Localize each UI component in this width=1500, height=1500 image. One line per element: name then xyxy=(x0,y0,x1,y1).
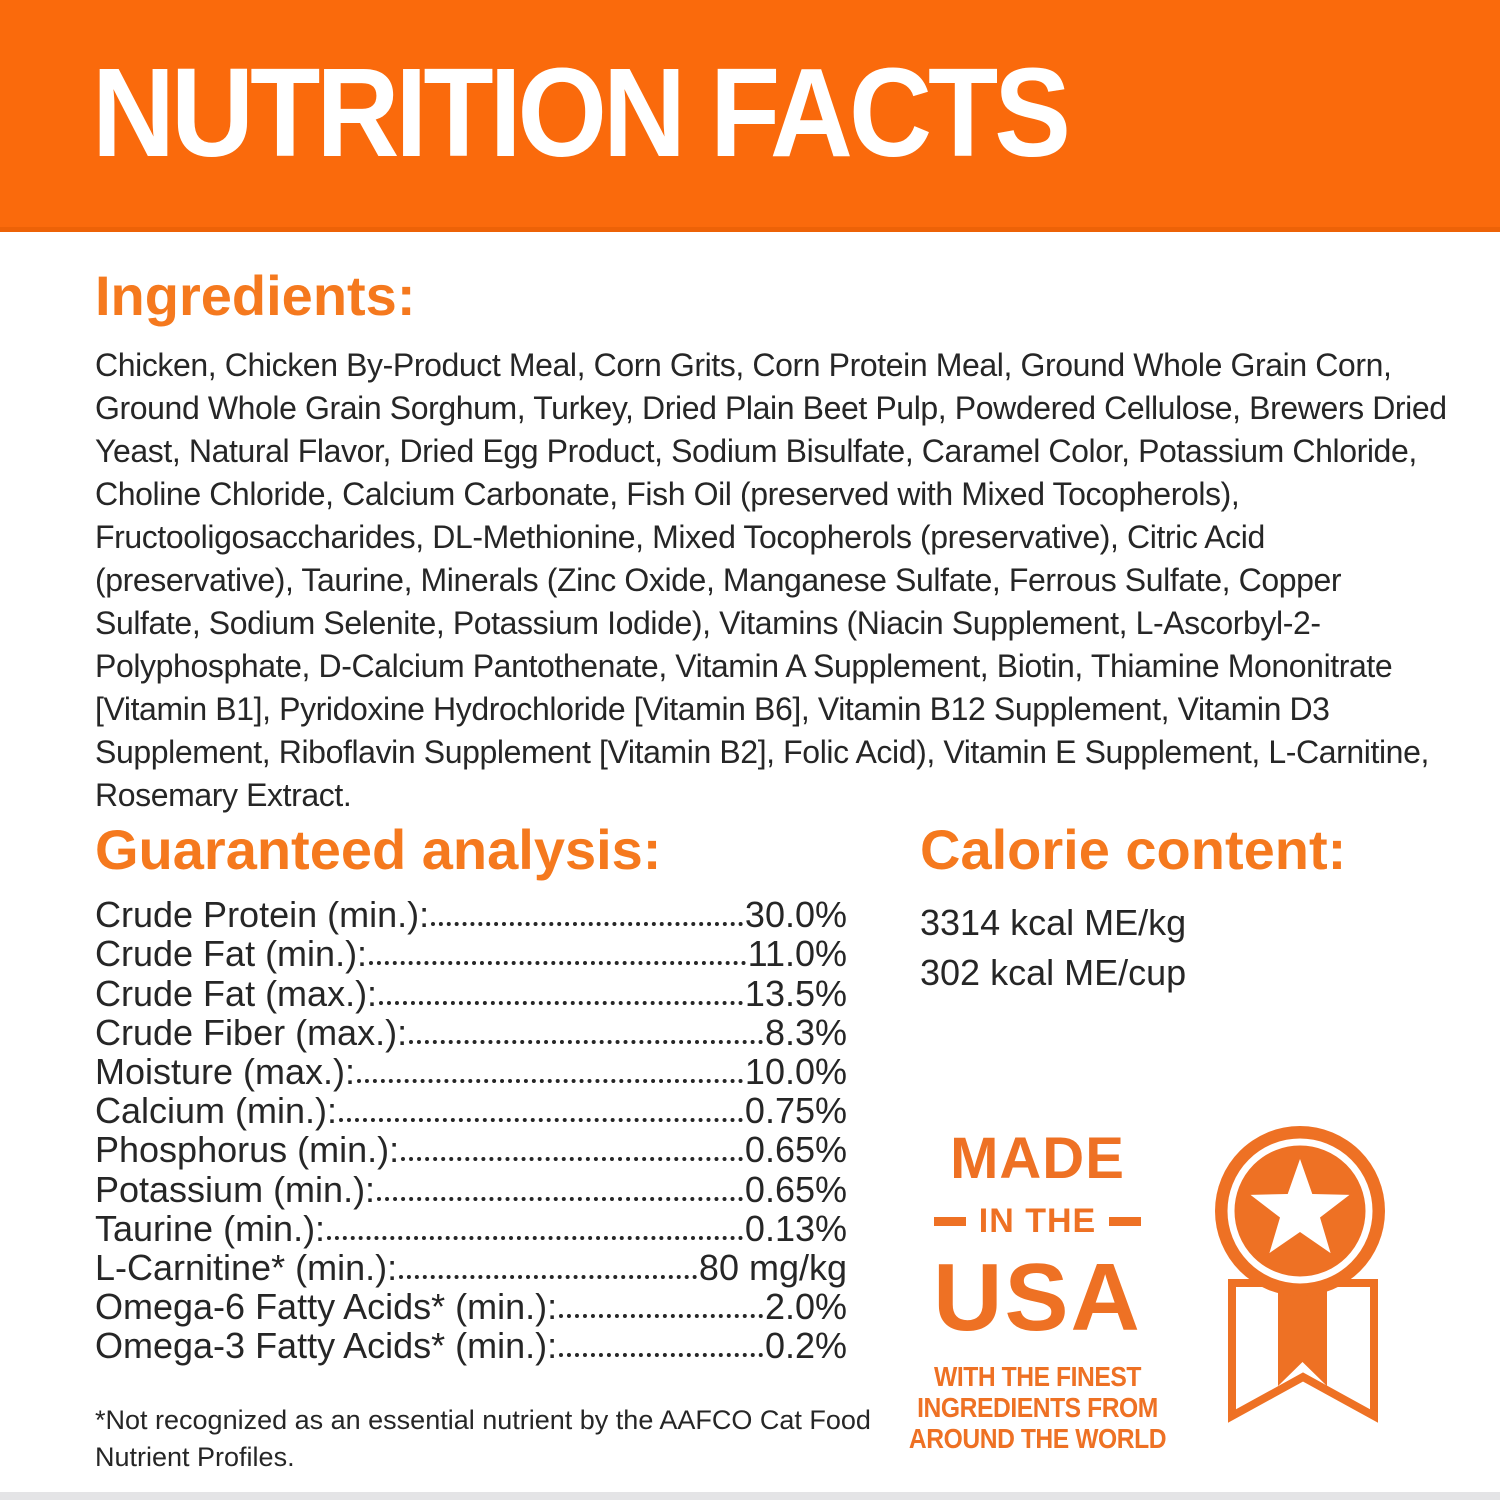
table-row: Crude Fat (min.): 11.0% xyxy=(95,933,847,972)
aafco-footnote: *Not recognized as an essential nutrient… xyxy=(95,1405,871,1472)
dot-leader xyxy=(377,972,745,1011)
table-row: Omega-3 Fatty Acids* (min.): 0.2% xyxy=(95,1325,847,1364)
analysis-value: 80 mg/kg xyxy=(698,1246,847,1288)
analysis-value: 11.0% xyxy=(747,933,847,975)
usa-label: USA xyxy=(933,1244,1142,1351)
made-label: MADE xyxy=(950,1126,1125,1191)
tagline-line: WITH THE FINEST xyxy=(934,1361,1141,1392)
table-row: Crude Fiber (max.): 8.3% xyxy=(95,1012,847,1051)
header-band: NUTRITION FACTS xyxy=(0,0,1500,232)
guaranteed-analysis-table: Crude Protein (min.): 30.0% Crude Fat (m… xyxy=(95,894,847,1364)
table-row: Crude Fat (max.): 13.5% xyxy=(95,972,847,1011)
analysis-label: Crude Fat (min.): xyxy=(95,933,368,975)
analysis-value: 10.0% xyxy=(744,1050,847,1092)
dash-icon xyxy=(1109,1216,1142,1226)
analysis-label: Potassium (min.): xyxy=(95,1168,376,1210)
dot-leader xyxy=(407,1012,765,1051)
medal-ribbon-star-icon xyxy=(1215,1126,1385,1423)
dot-leader xyxy=(367,933,748,972)
made-in-usa-badge: MADE IN THE USA WITH THE FINEST INGREDIE… xyxy=(870,1126,1205,1455)
analysis-label: Calcium (min.): xyxy=(95,1090,338,1132)
guaranteed-analysis-heading: Guaranteed analysis: xyxy=(95,818,662,881)
analysis-value: 0.65% xyxy=(744,1129,847,1171)
analysis-value: 0.2% xyxy=(764,1325,847,1367)
analysis-value: 30.0% xyxy=(744,894,847,936)
table-row: Omega-6 Fatty Acids* (min.): 2.0% xyxy=(95,1286,847,1325)
analysis-value: 8.3% xyxy=(764,1011,847,1053)
analysis-value: 2.0% xyxy=(764,1286,847,1328)
dot-leader xyxy=(429,894,745,933)
analysis-label: Crude Fiber (max.): xyxy=(95,1011,408,1053)
in-the-label: IN THE xyxy=(978,1202,1097,1240)
dot-leader xyxy=(399,1129,745,1168)
analysis-label: Omega-3 Fatty Acids* (min.): xyxy=(95,1325,558,1367)
analysis-value: 0.13% xyxy=(744,1207,847,1249)
calorie-kcal-per-kg: 3314 kcal ME/kg xyxy=(920,902,1187,943)
tagline-line: INGREDIENTS FROM xyxy=(917,1392,1158,1423)
dash-icon xyxy=(933,1216,966,1226)
analysis-label: Crude Fat (max.): xyxy=(95,972,378,1014)
calorie-kcal-per-cup: 302 kcal ME/cup xyxy=(920,952,1187,993)
analysis-value: 13.5% xyxy=(744,972,847,1014)
analysis-label: L-Carnitine* (min.): xyxy=(95,1246,398,1288)
dot-leader xyxy=(325,1208,745,1247)
usa-tagline: WITH THE FINEST INGREDIENTS FROM AROUND … xyxy=(870,1361,1205,1454)
analysis-label: Crude Protein (min.): xyxy=(95,894,430,936)
ingredients-text: Chicken, Chicken By-Product Meal, Corn G… xyxy=(95,347,1447,813)
table-row: L-Carnitine* (min.): 80 mg/kg xyxy=(95,1247,847,1286)
dot-leader xyxy=(375,1168,745,1207)
table-row: Moisture (max.): 10.0% xyxy=(95,1051,847,1090)
dot-leader xyxy=(557,1325,765,1364)
table-row: Taurine (min.): 0.13% xyxy=(95,1208,847,1247)
table-row: Crude Protein (min.): 30.0% xyxy=(95,894,847,933)
table-row: Potassium (min.): 0.65% xyxy=(95,1168,847,1207)
tagline-line: AROUND THE WORLD xyxy=(908,1423,1167,1454)
analysis-label: Taurine (min.): xyxy=(95,1207,326,1249)
analysis-label: Omega-6 Fatty Acids* (min.): xyxy=(95,1286,558,1328)
dot-leader xyxy=(397,1247,699,1286)
bottom-edge-strip xyxy=(0,1492,1500,1500)
calorie-content-heading: Calorie content: xyxy=(920,818,1347,881)
dot-leader xyxy=(337,1090,745,1129)
dot-leader xyxy=(355,1051,745,1090)
table-row: Phosphorus (min.): 0.65% xyxy=(95,1129,847,1168)
analysis-label: Phosphorus (min.): xyxy=(95,1129,400,1171)
table-row: Calcium (min.): 0.75% xyxy=(95,1090,847,1129)
analysis-value: 0.75% xyxy=(744,1090,847,1132)
in-the-row: IN THE xyxy=(870,1204,1205,1238)
dot-leader xyxy=(557,1286,765,1325)
page-title: NUTRITION FACTS xyxy=(92,42,1071,184)
ingredients-heading: Ingredients: xyxy=(95,264,416,327)
analysis-value: 0.65% xyxy=(744,1168,847,1210)
analysis-label: Moisture (max.): xyxy=(95,1050,356,1092)
calorie-content-values: 3314 kcal ME/kg 302 kcal ME/cup xyxy=(920,898,1186,998)
